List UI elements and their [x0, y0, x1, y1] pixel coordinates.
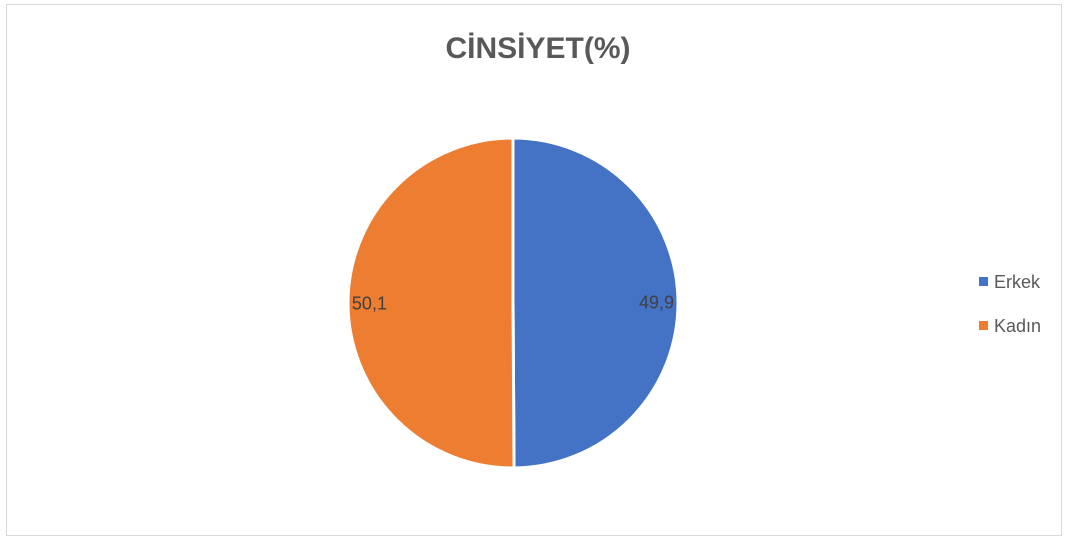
chart-title: CİNSİYET(%) — [445, 32, 630, 65]
data-labels: 49,9 50,1 — [352, 293, 674, 314]
legend-label-kadın: Kadın — [994, 316, 1041, 336]
legend: Erkek Kadın — [979, 272, 1041, 336]
pie-slice-kadın — [346, 136, 516, 470]
legend-swatch-kadın — [979, 321, 988, 330]
legend-swatch-erkek — [979, 277, 988, 286]
pie-slices — [346, 136, 680, 470]
data-label-erkek: 49,9 — [639, 293, 674, 313]
legend-label-erkek: Erkek — [994, 272, 1041, 292]
data-label-kadın: 50,1 — [352, 293, 387, 313]
pie-slice-erkek — [511, 136, 680, 470]
